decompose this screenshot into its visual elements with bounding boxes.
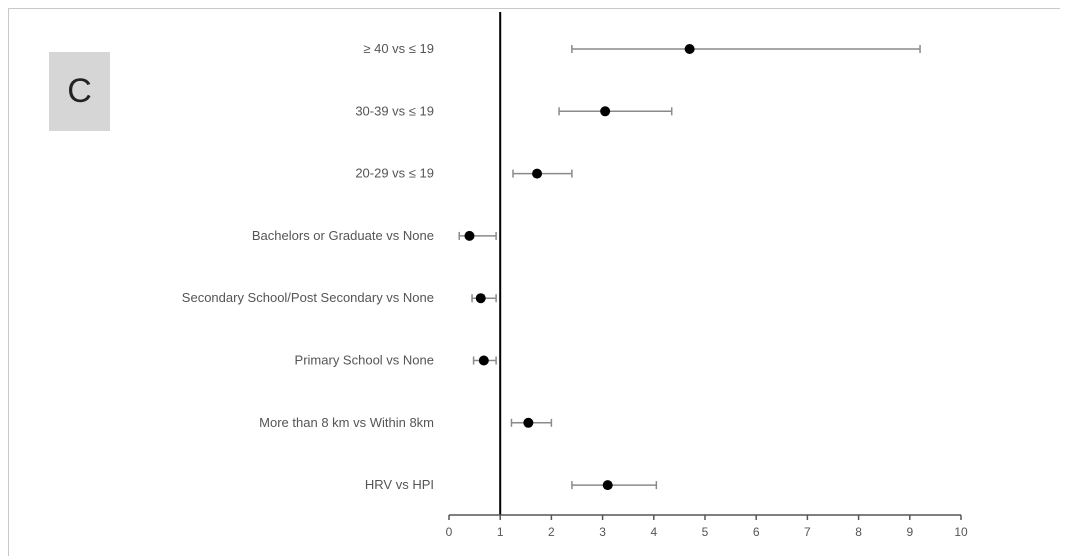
point-estimate	[684, 44, 695, 54]
row-label: Bachelors or Graduate vs None	[252, 228, 434, 243]
row-label: Primary School vs None	[295, 353, 434, 368]
row-label: Secondary School/Post Secondary vs None	[182, 290, 434, 305]
x-tick-label: 4	[650, 525, 657, 539]
panel-label: C	[49, 52, 110, 131]
x-tick-label: 1	[497, 525, 504, 539]
point-estimate	[523, 417, 534, 428]
point-estimate	[532, 168, 543, 179]
row-label: More than 8 km vs Within 8km	[259, 415, 434, 430]
x-tick-label: 2	[548, 525, 555, 539]
row-label: 20-29 vs ≤ 19	[355, 166, 434, 181]
x-tick-label: 6	[753, 525, 760, 539]
point-estimate	[475, 293, 486, 304]
row-label: HRV vs HPI	[365, 477, 434, 492]
x-tick-label: 7	[804, 525, 811, 539]
x-tick-label: 0	[446, 525, 453, 539]
row-label: ≥ 40 vs ≤ 19	[363, 41, 434, 56]
x-tick-label: 9	[906, 525, 913, 539]
x-tick-label: 3	[599, 525, 606, 539]
figure-frame	[8, 8, 1060, 556]
x-tick-label: 10	[954, 525, 968, 539]
point-estimate	[602, 480, 613, 491]
point-estimate	[600, 106, 611, 117]
row-label: 30-39 vs ≤ 19	[355, 103, 434, 118]
x-tick-label: 8	[855, 525, 862, 539]
point-estimate	[478, 355, 489, 366]
point-estimate	[464, 230, 475, 241]
x-tick-label: 5	[702, 525, 709, 539]
